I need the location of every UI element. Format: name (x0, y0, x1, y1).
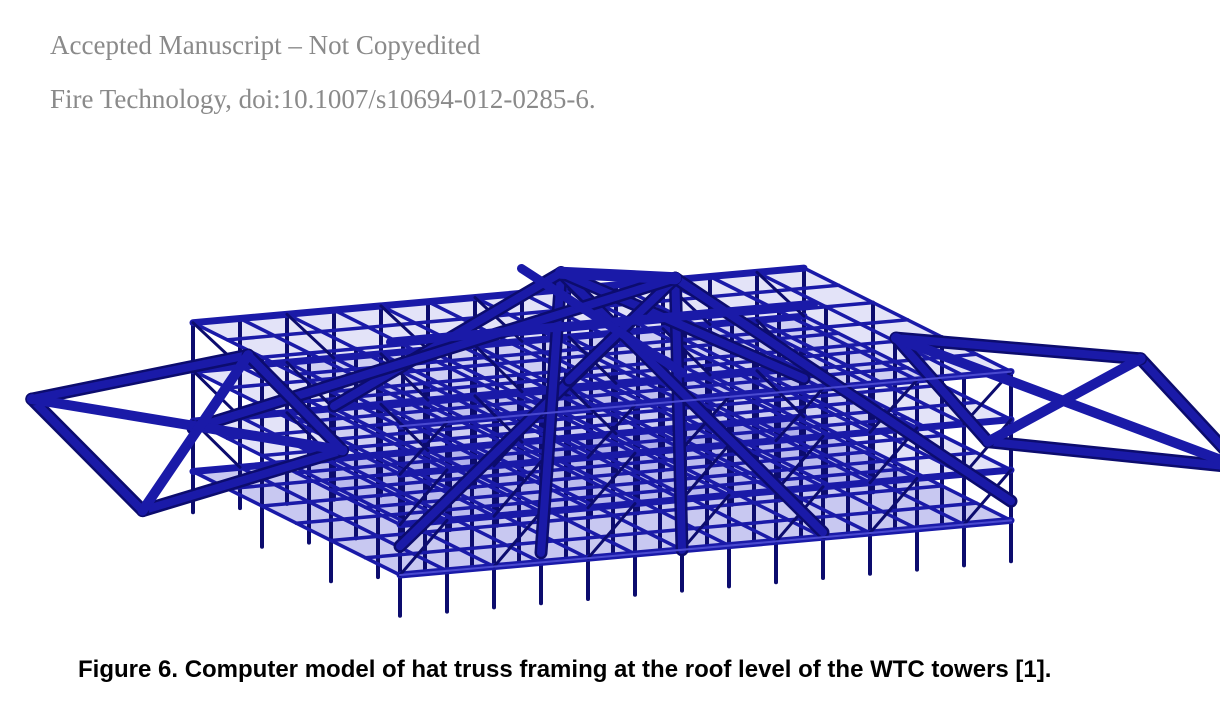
floor-beam (708, 274, 919, 382)
floor-beam (426, 347, 637, 455)
floor-beam (329, 335, 944, 394)
floor-beam (189, 312, 808, 375)
hat-truss-diagonal (557, 268, 808, 383)
outrigger-member (892, 334, 1145, 363)
face-brace (567, 386, 618, 436)
face-brace (755, 369, 806, 419)
floor-beam (332, 406, 543, 514)
floor-beam (332, 308, 543, 416)
outrigger-brace (26, 394, 348, 456)
hat-truss-diagonal (557, 268, 827, 537)
floor-beam (189, 264, 808, 327)
face-brace (962, 468, 1013, 527)
floor-beam (363, 451, 979, 510)
outrigger-member (1136, 354, 1220, 451)
floor-beam (363, 501, 979, 560)
floor-beam (329, 433, 944, 492)
face-brace (379, 402, 430, 452)
face-brace (398, 518, 449, 577)
outrigger-member (27, 351, 253, 404)
face-brace (868, 378, 919, 434)
face-brace (473, 344, 524, 394)
face-brace (398, 468, 449, 527)
face-brace (680, 493, 731, 552)
floor-beam (191, 419, 402, 527)
outrigger-brace (137, 350, 254, 516)
face-brace (868, 476, 919, 535)
hat-truss-chord (555, 266, 682, 285)
hat-truss-model-figure (25, 264, 1220, 618)
floor-beam (191, 320, 402, 428)
hat-truss-chord (517, 264, 687, 378)
figure-caption: Figure 6. Computer model of hat truss fr… (78, 656, 1052, 683)
face-brace (680, 443, 731, 501)
outrigger-member (138, 446, 347, 515)
floor-beam (755, 318, 966, 426)
manuscript-status-line: Accepted Manuscript – Not Copyedited (50, 30, 481, 60)
edge-highlight (399, 370, 1012, 428)
face-brace (586, 502, 637, 560)
face-brace (285, 312, 336, 360)
floor-beam (473, 295, 684, 403)
outrigger-member (27, 395, 147, 515)
face-brace (774, 434, 825, 493)
floor-beam (755, 270, 966, 378)
floor-beam (238, 465, 449, 573)
floor-beam (225, 283, 841, 342)
floor-beam (426, 299, 637, 407)
outrigger-member (892, 334, 992, 446)
truss-brace-layer (25, 264, 1220, 576)
outrigger-member (984, 437, 1220, 470)
floor-beam (285, 461, 496, 569)
edge-highlight (399, 519, 1012, 576)
floor-beam (238, 316, 449, 424)
hat-truss-diagonal (189, 274, 680, 433)
floor-beam (329, 484, 944, 543)
journal-doi-line: Fire Technology, doi:10.1007/s10694-012-… (50, 84, 596, 114)
floor-beam (396, 466, 1015, 529)
face-brace (492, 510, 543, 569)
outrigger-member (244, 351, 347, 455)
face-brace (586, 451, 637, 510)
floor-beam (802, 266, 1013, 374)
face-brace (492, 460, 543, 518)
outrigger-brace (891, 333, 1220, 465)
floor-beam (802, 314, 1013, 422)
